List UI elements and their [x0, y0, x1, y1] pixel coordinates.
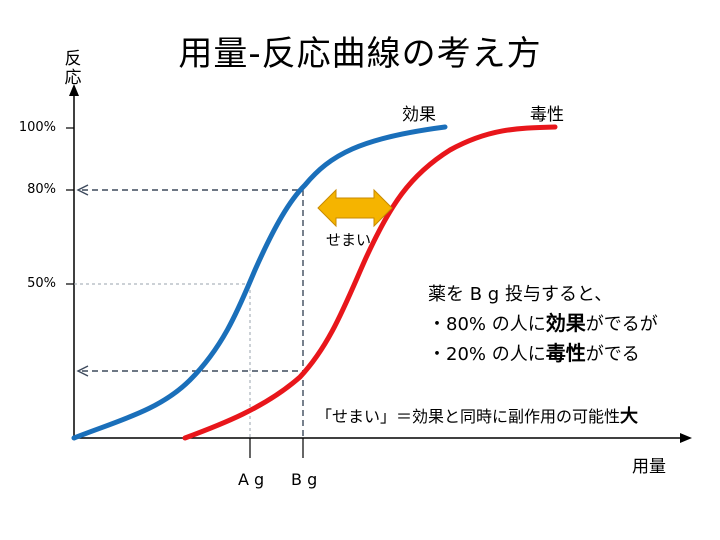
y-tick-label-50: 50% — [27, 276, 56, 291]
bottom-note: 「せまい」＝効果と同時に副作用の可能性大 — [316, 402, 638, 428]
page-title: 用量-反応曲線の考え方 — [178, 34, 542, 74]
x-tick-label-a: A g — [238, 470, 265, 489]
x-tick-label-b: B g — [291, 470, 318, 489]
note-line-2-prefix: ・80% の人に — [428, 314, 546, 335]
bottom-note-text: 「せまい」＝効果と同時に副作用の可能性 — [316, 407, 621, 426]
toxicity-curve — [182, 124, 558, 441]
effect-curve — [71, 124, 448, 441]
y-tick-label-100: 100% — [18, 120, 56, 135]
note-line-3-suffix: がでる — [585, 344, 640, 365]
x-axis-arrowhead — [680, 433, 692, 443]
y-axis-label: 反応 — [64, 49, 82, 88]
explanation-note: 薬を B g 投与すると、 ・80% の人に効果がでるが ・20% の人に毒性が… — [428, 280, 658, 369]
note-line-3-prefix: ・20% の人に — [428, 344, 546, 365]
effect-series-label: 効果 — [402, 105, 436, 125]
note-line-3: ・20% の人に毒性がでる — [428, 339, 658, 369]
y-tick-label-80: 80% — [27, 182, 56, 197]
y-axis-arrowhead — [69, 84, 79, 96]
note-line-2: ・80% の人に効果がでるが — [428, 309, 658, 339]
guide-80-arrowhead — [76, 184, 89, 196]
bottom-note-bold: 大 — [620, 406, 639, 427]
guide-20-arrowhead — [76, 365, 89, 377]
narrow-label: せまい — [326, 231, 372, 249]
note-line-3-bold: 毒性 — [545, 341, 586, 365]
x-axis-label: 用量 — [632, 457, 666, 477]
note-line-2-suffix: がでるが — [585, 314, 658, 335]
note-line-1: 薬を B g 投与すると、 — [428, 284, 613, 305]
note-line-2-bold: 効果 — [545, 311, 586, 335]
narrow-double-arrow — [317, 188, 393, 228]
toxicity-series-label: 毒性 — [530, 105, 564, 125]
